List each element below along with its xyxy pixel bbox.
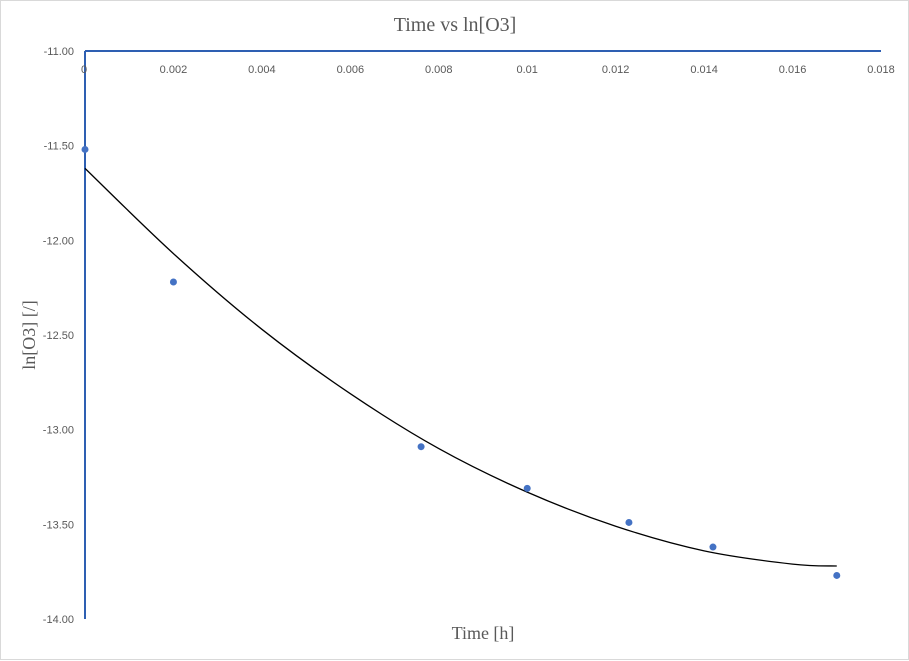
y-axis-title: ln[O3] [/] <box>19 300 39 369</box>
trendline <box>84 167 837 567</box>
x-axis-title: Time [h] <box>452 623 515 643</box>
y-tick-label: -12.50 <box>43 330 74 342</box>
x-tick-label: 0.004 <box>248 64 276 76</box>
x-tick-label: 0 <box>81 64 87 76</box>
axes <box>84 50 881 619</box>
x-tick-label: 0.002 <box>160 64 188 76</box>
data-point <box>81 145 89 153</box>
x-tick-label: 0.012 <box>602 64 630 76</box>
y-tick-labels: -11.00 -11.50 -12.00 -12.50 -13.00 -13.50 -14.… <box>43 46 74 626</box>
data-point <box>833 571 841 579</box>
x-tick-label: 0.016 <box>779 64 807 76</box>
data-point <box>417 443 425 451</box>
data-point <box>523 484 531 492</box>
x-tick-label: 0.008 <box>425 64 453 76</box>
x-tick-label: 0.006 <box>337 64 365 76</box>
data-point <box>169 278 177 286</box>
x-tick-label: 0.018 <box>867 64 895 76</box>
data-point <box>709 543 717 551</box>
y-tick-label: -14.00 <box>43 614 74 626</box>
data-points <box>81 145 841 579</box>
y-tick-label: -13.00 <box>43 425 74 437</box>
y-tick-label: -13.50 <box>43 519 74 531</box>
data-point <box>625 518 633 526</box>
y-tick-label: -12.00 <box>43 235 74 247</box>
x-tick-labels: 0 0.002 0.004 0.006 0.008 0.01 0.012 0.014 0.016… <box>81 64 895 76</box>
chart-title: Time vs ln[O3] <box>394 14 517 36</box>
x-tick-label: 0.01 <box>517 64 538 76</box>
y-tick-label: -11.00 <box>44 46 74 58</box>
x-tick-label: 0.014 <box>690 64 718 76</box>
y-tick-label: -11.50 <box>44 141 74 153</box>
